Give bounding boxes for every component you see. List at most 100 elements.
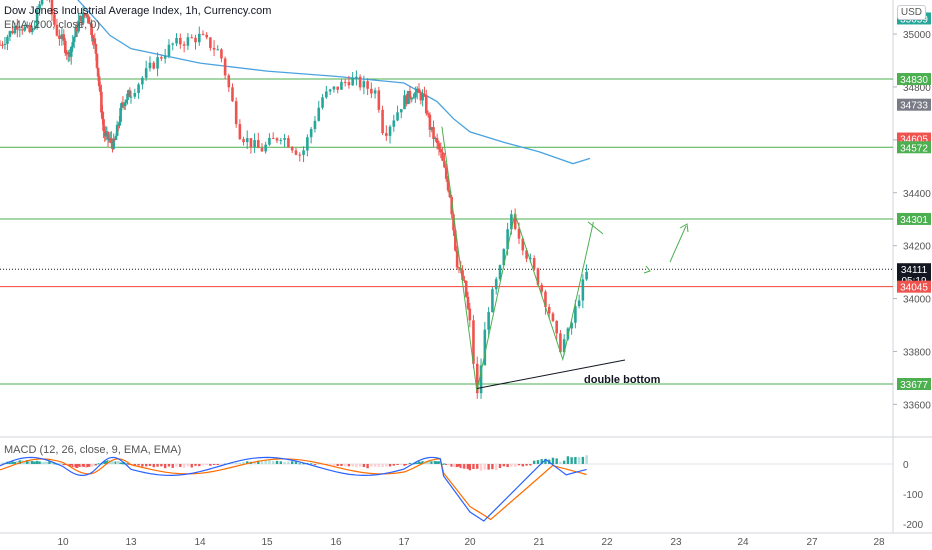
candle-body <box>448 190 452 198</box>
macd-hist-bar <box>532 460 536 464</box>
candle-body <box>6 36 9 44</box>
candle-body <box>510 214 513 230</box>
macd-hist-bar <box>35 460 39 464</box>
macd-hist-bar <box>577 457 581 464</box>
candle-body <box>317 107 321 121</box>
candle-body <box>529 258 532 260</box>
macd-hist-bar <box>540 459 543 464</box>
candle-body <box>581 279 585 301</box>
candle-body <box>432 127 435 140</box>
macd-hist-bar <box>406 464 410 465</box>
candle-body <box>461 270 464 281</box>
arrow-head-1 <box>643 265 651 274</box>
macd-hist-bar <box>487 464 490 470</box>
macd-hist-bar <box>435 461 439 464</box>
candle-body <box>83 13 86 16</box>
candle-body <box>468 308 472 321</box>
candle-body <box>414 92 417 98</box>
candle-body <box>306 137 309 151</box>
price-tag-34830 <box>897 73 931 86</box>
macd-hist-bar <box>559 461 562 464</box>
candle-body <box>249 138 253 148</box>
macd-hist-bar <box>479 464 483 471</box>
macd-hist-bar <box>8 462 12 464</box>
candle-body <box>16 26 19 30</box>
chart-title: Dow Jones Industrial Average Index, 1h, … <box>4 5 272 17</box>
candle-body <box>87 17 91 24</box>
pattern-drawing <box>441 126 594 392</box>
candle-body <box>190 37 194 39</box>
macd-hist-bar <box>414 462 417 464</box>
macd-hist-bar <box>137 464 140 466</box>
currency-badge[interactable]: USD <box>896 5 926 20</box>
candle-body <box>399 109 403 113</box>
candle-body <box>362 81 366 88</box>
macd-hist-bar <box>67 464 70 465</box>
candle-body <box>358 76 362 88</box>
macd-hist-bar <box>84 464 88 468</box>
macd-hist-bar <box>160 464 163 467</box>
y-tick-label: 35000 <box>903 30 931 41</box>
y-tick-label: 34800 <box>903 83 931 94</box>
macd-hist-bar <box>96 464 100 465</box>
macd-hist-bar <box>466 464 470 469</box>
macd-hist-bar <box>441 463 444 465</box>
candle-body <box>574 306 577 323</box>
candle-body <box>86 14 89 18</box>
macd-hist-bar <box>120 462 123 464</box>
macd-hist-bar <box>73 464 76 467</box>
candle-body <box>231 87 234 102</box>
price-tag-text: 34111 <box>901 265 928 276</box>
candle-body <box>421 93 424 101</box>
macd-hist-bar <box>463 464 466 469</box>
macd-hist-bar <box>182 464 186 468</box>
macd-hist-bar <box>355 464 358 468</box>
candle-body <box>23 26 27 31</box>
candle-body <box>428 114 432 130</box>
macd-hist-bar <box>425 461 428 464</box>
candle-body <box>443 160 446 168</box>
macd-hist-bar <box>144 464 148 467</box>
macd-hist-bar <box>68 464 71 467</box>
candle-body <box>532 258 536 269</box>
macd-hist-bar <box>513 464 517 467</box>
candle-body <box>450 197 453 215</box>
candle-body <box>227 75 231 88</box>
candle-body <box>381 109 384 134</box>
macd-hist-bar <box>498 464 502 469</box>
candle-body <box>424 95 428 114</box>
macd-hist-bar <box>529 464 532 466</box>
macd-hist-bar <box>465 464 468 469</box>
macd-hist-bar <box>205 464 208 465</box>
candle-body <box>419 93 423 101</box>
candle-body <box>212 47 216 50</box>
x-tick-label: 17 <box>398 537 410 548</box>
candle-body <box>167 44 171 57</box>
candle-body <box>1 44 4 46</box>
candle-body <box>279 139 283 141</box>
candle-body <box>271 137 275 139</box>
macd-hist-bar <box>450 464 453 467</box>
candle-body <box>466 296 470 309</box>
candle-body <box>63 40 67 54</box>
candle-body <box>268 137 271 145</box>
macd-hist-bar <box>152 464 155 468</box>
candle-body <box>223 58 227 76</box>
macd-hist-bar <box>468 464 472 471</box>
macd-hist-bar <box>186 464 190 467</box>
y-tick-label: 34200 <box>903 242 931 253</box>
macd-hist-bar <box>48 461 51 464</box>
candle-body <box>253 140 256 148</box>
candle-body <box>441 152 444 161</box>
macd-hist-bar <box>495 464 498 471</box>
macd-hist-bar <box>472 464 475 470</box>
candle-body <box>408 90 412 99</box>
macd-hist-bar <box>53 463 56 465</box>
macd-hist-bar <box>126 463 129 465</box>
candle-body <box>487 312 490 330</box>
macd-hist-bar <box>70 464 73 466</box>
macd-hist-bar <box>78 464 82 467</box>
x-tick-label: 20 <box>464 537 476 548</box>
